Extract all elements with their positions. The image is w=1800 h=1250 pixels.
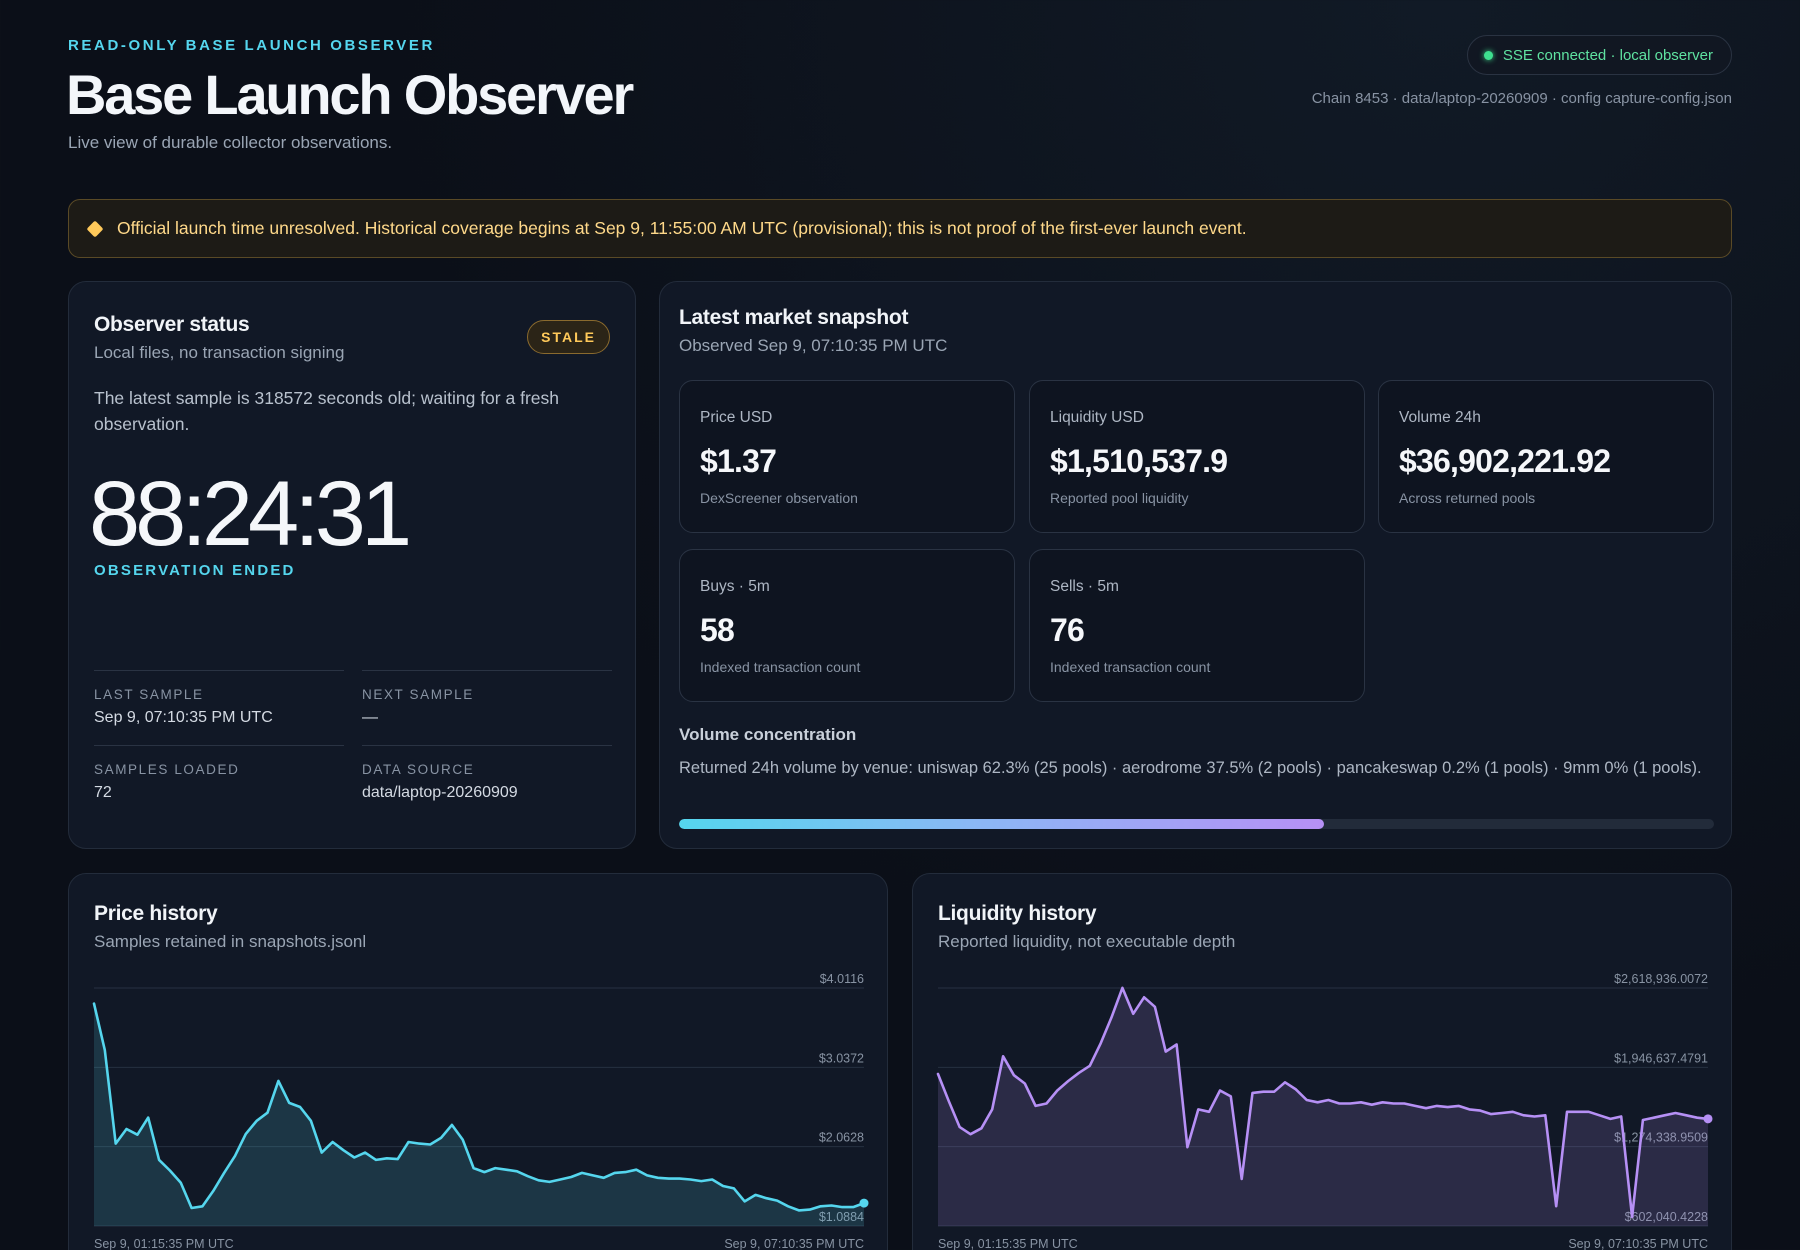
liquidity-tick-label: $2,618,936.0072 (1614, 972, 1708, 986)
price-history-title: Price history (94, 902, 218, 925)
market-title: Latest market snapshot (679, 306, 909, 329)
meta-key: DATA SOURCE (362, 762, 475, 777)
meta-key: NEXT SAMPLE (362, 687, 474, 702)
liquidity-series-line (936, 986, 1710, 1219)
page-title: Base Launch Observer (66, 63, 634, 126)
tile-liquidity-usd: Liquidity USD $1,510,537.9 Reported pool… (1029, 380, 1365, 533)
meta-last-sample: LAST SAMPLE Sep 9, 07:10:35 PM UTC (94, 670, 344, 745)
price-tick-label: $4.0116 (820, 972, 864, 986)
price-tick-label: $2.0628 (819, 1131, 864, 1145)
tile-note: Indexed transaction count (1050, 659, 1211, 675)
tile-note: DexScreener observation (700, 490, 858, 506)
meta-next-sample: NEXT SAMPLE — (362, 670, 612, 745)
chain-meta: Chain 8453 · data/laptop-20260909 · conf… (1311, 90, 1732, 107)
price-history-card: Price history Samples retained in snapsh… (68, 873, 888, 1250)
price-latest-point (859, 1198, 869, 1208)
volume-concentration-text: Returned 24h volume by venue: uniswap 62… (679, 759, 1702, 777)
meta-value: data/laptop-20260909 (362, 784, 518, 801)
volume-concentration-fill (679, 819, 1324, 829)
meta-value: Sep 9, 07:10:35 PM UTC (94, 709, 273, 726)
price-history-subtitle: Samples retained in snapshots.jsonl (94, 932, 367, 951)
tile-label: Sells · 5m (1050, 578, 1119, 595)
liquidity-history-card: Liquidity history Reported liquidity, no… (912, 873, 1732, 1250)
tile-volume-24h: Volume 24h $36,902,221.92 Across returne… (1378, 380, 1714, 533)
meta-samples-loaded: SAMPLES LOADED 72 (94, 745, 344, 820)
status-subtitle: Local files, no transaction signing (94, 343, 345, 362)
tile-label: Volume 24h (1399, 409, 1481, 426)
meta-value: — (362, 709, 378, 726)
stale-badge: STALE (527, 320, 610, 354)
tile-note: Reported pool liquidity (1050, 490, 1189, 506)
diamond-warning-icon (86, 220, 104, 237)
price-x-end-label: Sep 9, 07:10:35 PM UTC (724, 1237, 864, 1250)
warning-text: Official launch time unresolved. Histori… (117, 218, 1247, 238)
liquidity-history-subtitle: Reported liquidity, not executable depth (938, 932, 1236, 951)
meta-key: SAMPLES LOADED (94, 762, 240, 777)
volume-concentration-bar (679, 819, 1714, 829)
tile-value: $1,510,537.9 (1050, 443, 1228, 479)
tile-price-usd: Price USD $1.37 DexScreener observation (679, 380, 1015, 533)
observer-status-card: Observer status Local files, no transact… (68, 281, 636, 849)
volume-concentration-title: Volume concentration (679, 725, 857, 744)
price-tick-label: $1.0884 (819, 1210, 864, 1224)
tile-value: 58 (700, 612, 735, 648)
countdown-timer: 88:24:31 (89, 463, 412, 565)
tile-label: Price USD (700, 409, 773, 426)
price-area (94, 1003, 864, 1226)
tile-value: $1.37 (700, 443, 777, 479)
connection-status-pill: SSE connected · local observer (1466, 35, 1732, 75)
price-history-chart: $4.0116 $3.0372 $2.0628 $1.0884 Sep 9, 01:15… (92, 972, 869, 1250)
price-series-line (92, 1002, 866, 1212)
tile-sells-5m: Sells · 5m 76 Indexed transaction count (1029, 549, 1365, 702)
tile-buys-5m: Buys · 5m 58 Indexed transaction count (679, 549, 1015, 702)
tile-value: 76 (1050, 612, 1085, 648)
eyebrow-label: READ-ONLY BASE LAUNCH OBSERVER (68, 37, 435, 54)
tile-label: Buys · 5m (700, 578, 770, 595)
tile-value: $36,902,221.92 (1399, 443, 1611, 479)
tile-note: Indexed transaction count (700, 659, 861, 675)
tile-label: Liquidity USD (1050, 409, 1144, 426)
liquidity-x-end-label: Sep 9, 07:10:35 PM UTC (1568, 1237, 1708, 1250)
liquidity-tick-label: $1,946,637.4791 (1614, 1051, 1708, 1065)
price-x-start-label: Sep 9, 01:15:35 PM UTC (94, 1237, 234, 1250)
price-tick-label: $3.0372 (819, 1051, 864, 1065)
meta-value: 72 (94, 784, 112, 801)
market-subtitle: Observed Sep 9, 07:10:35 PM UTC (679, 336, 948, 355)
launch-warning-banner: Official launch time unresolved. Histori… (68, 199, 1732, 258)
status-message: The latest sample is 318572 seconds old;… (94, 388, 559, 434)
liquidity-latest-point (1703, 1114, 1713, 1124)
meta-key: LAST SAMPLE (94, 687, 204, 702)
status-title: Observer status (94, 313, 250, 336)
liquidity-tick-label: $1,274,338.9509 (1614, 1131, 1708, 1145)
liquidity-history-chart: $2,618,936.0072 $1,946,637.4791 $1,274,338… (936, 972, 1713, 1250)
liquidity-tick-label: $602,040.4228 (1625, 1210, 1708, 1224)
countdown-label: OBSERVATION ENDED (94, 562, 296, 579)
liquidity-x-start-label: Sep 9, 01:15:35 PM UTC (938, 1237, 1078, 1250)
tile-note: Across returned pools (1399, 490, 1536, 506)
liquidity-area (938, 987, 1708, 1226)
page-subtitle: Live view of durable collector observati… (68, 133, 393, 152)
connection-status-text: SSE connected · local observer (1502, 46, 1713, 64)
liquidity-history-title: Liquidity history (938, 902, 1097, 925)
status-dot-icon (1483, 50, 1493, 60)
market-snapshot-card: Latest market snapshot Observed Sep 9, 0… (659, 281, 1732, 849)
meta-data-source: DATA SOURCE data/laptop-20260909 (362, 745, 612, 820)
status-meta-grid: LAST SAMPLE Sep 9, 07:10:35 PM UTC NEXT … (94, 670, 612, 820)
